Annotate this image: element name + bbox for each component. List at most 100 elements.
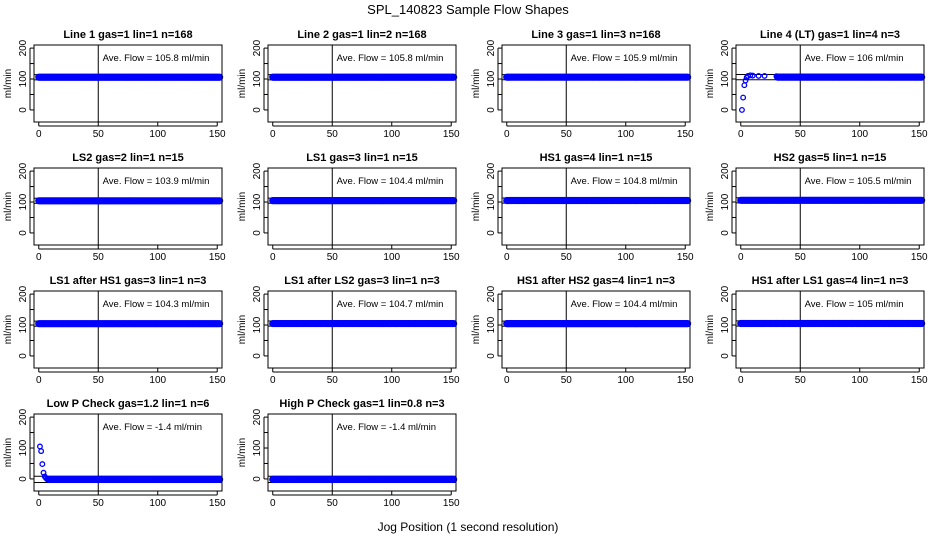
ann-unit: ml/min [415,299,443,310]
x-tick-label: 50 [93,375,105,386]
ann-value: -1.4 [155,422,174,433]
average-flow-annotation: Ave. Flow = 104.4 ml/min [337,176,444,187]
y-tick-label: 200 [720,285,731,302]
average-flow-annotation: Ave. Flow = 105.9 ml/min [571,53,678,64]
data-point [36,443,43,450]
panel: Low P Check gas=1.2 lin=1 n=6ml/minAve. … [3,398,226,509]
panel-title: LS1 after LS2 gas=3 lin=1 n=3 [284,275,440,287]
panel-title: High P Check gas=1 lin=0.8 n=3 [279,398,444,410]
average-flow-annotation: Ave. Flow = 106 ml/min [805,53,904,64]
x-tick-label: 150 [677,375,694,386]
x-tick-label: 150 [209,129,226,140]
plot-frame [33,413,223,492]
ann-prefix: Ave. Flow = [571,53,623,64]
panel-title: LS1 after HS1 gas=3 lin=1 n=3 [50,275,207,287]
y-tick-label: 100 [252,439,263,456]
ann-unit: ml/min [408,422,436,433]
x-axis-label: Jog Position (1 second resolution) [378,520,559,534]
ann-prefix: Ave. Flow = [805,176,857,187]
x-tick-label: 50 [327,498,339,509]
y-tick-label: 100 [486,316,497,333]
x-tick-label: 150 [911,375,928,386]
ann-unit: ml/min [876,299,904,310]
y-axis-label: ml/min [3,192,14,221]
x-tick-label: 150 [911,129,928,140]
panel: HS1 after LS1 gas=4 lin=1 n=3 ml/minAve. … [705,275,928,386]
y-tick-label: 100 [486,193,497,210]
ann-prefix: Ave. Flow = [103,176,155,187]
y-axis-label: ml/min [705,69,716,98]
ann-value: 104.4 [389,176,415,187]
x-tick-label: 150 [443,375,460,386]
y-tick-label: 100 [18,439,29,456]
ann-unit: ml/min [181,299,209,310]
y-tick-label: 100 [252,316,263,333]
y-tick-label: 100 [252,193,263,210]
y-axis-label: ml/min [237,438,248,467]
x-tick-label: 0 [504,375,510,386]
x-tick-label: 150 [209,252,226,263]
x-tick-label: 50 [795,375,807,386]
y-axis-label: ml/min [3,438,14,467]
plot-frame [501,167,691,246]
ann-unit: ml/min [883,176,911,187]
ann-unit: ml/min [649,299,677,310]
y-tick-label: 0 [720,230,731,236]
ann-value: 104.4 [623,299,649,310]
plot-frame [735,290,925,369]
x-tick-label: 0 [270,498,276,509]
data-point [742,77,749,84]
plot-frame [267,44,457,123]
data-point [755,72,762,79]
panel-title: HS1 after LS1 gas=4 lin=1 n=3 [752,275,909,287]
x-tick-label: 150 [677,252,694,263]
plot-frame [501,290,691,369]
ann-prefix: Ave. Flow = [571,299,623,310]
plot-frame [267,167,457,246]
x-tick-label: 0 [738,129,744,140]
y-axis-label: ml/min [237,315,248,344]
y-tick-label: 0 [18,353,29,359]
ann-value: 104.3 [155,299,181,310]
x-tick-label: 50 [327,375,339,386]
y-tick-label: 200 [252,39,263,56]
y-tick-label: 0 [18,476,29,482]
y-axis-label: ml/min [471,315,482,344]
plot-frame [501,44,691,123]
x-tick-label: 50 [327,252,339,263]
x-tick-label: 150 [443,129,460,140]
panel-title: Line 2 gas=1 lin=2 n=168 [297,29,426,41]
average-flow-annotation: Ave. Flow = 105.8 ml/min [103,53,210,64]
x-tick-label: 100 [851,375,868,386]
average-flow-annotation: Ave. Flow = 105 ml/min [805,299,904,310]
x-tick-label: 100 [851,252,868,263]
y-tick-label: 100 [252,70,263,87]
plot-frame [33,290,223,369]
x-tick-label: 50 [93,498,105,509]
ann-value: 104.8 [623,176,649,187]
x-tick-label: 0 [270,129,276,140]
ann-prefix: Ave. Flow = [337,422,389,433]
average-flow-annotation: Ave. Flow = 105.8 ml/min [337,53,444,64]
y-tick-label: 0 [252,476,263,482]
average-flow-annotation: Ave. Flow = 104.3 ml/min [103,299,210,310]
data-point [749,72,756,79]
y-axis-label: ml/min [237,192,248,221]
ann-prefix: Ave. Flow = [337,299,389,310]
y-axis-label: ml/min [471,192,482,221]
y-tick-label: 100 [18,193,29,210]
y-tick-label: 200 [720,39,731,56]
data-point [741,82,748,89]
y-tick-label: 200 [486,39,497,56]
ann-value: 106 [857,53,876,64]
y-tick-label: 0 [252,107,263,113]
main-title: SPL_140823 Sample Flow Shapes [367,2,569,17]
y-tick-label: 200 [252,162,263,179]
y-axis-label: ml/min [3,315,14,344]
x-tick-label: 150 [443,498,460,509]
ann-prefix: Ave. Flow = [805,53,857,64]
panel-title: LS1 gas=3 lin=1 n=15 [306,152,418,164]
y-tick-label: 0 [252,230,263,236]
panel-title: Line 4 (LT) gas=1 lin=4 n=3 [760,29,900,41]
y-tick-label: 0 [18,230,29,236]
